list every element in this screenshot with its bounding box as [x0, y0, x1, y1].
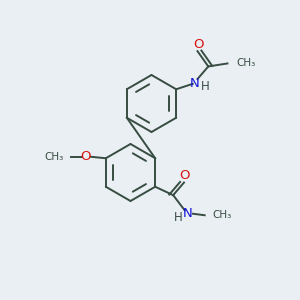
Text: CH₃: CH₃	[236, 58, 256, 68]
Text: O: O	[179, 169, 190, 182]
Text: H: H	[201, 80, 210, 93]
Text: CH₃: CH₃	[45, 152, 64, 162]
Text: CH₃: CH₃	[213, 210, 232, 220]
Text: N: N	[183, 207, 193, 220]
Text: H: H	[174, 211, 182, 224]
Text: O: O	[80, 150, 91, 163]
Text: N: N	[190, 77, 200, 90]
Text: O: O	[193, 38, 203, 51]
